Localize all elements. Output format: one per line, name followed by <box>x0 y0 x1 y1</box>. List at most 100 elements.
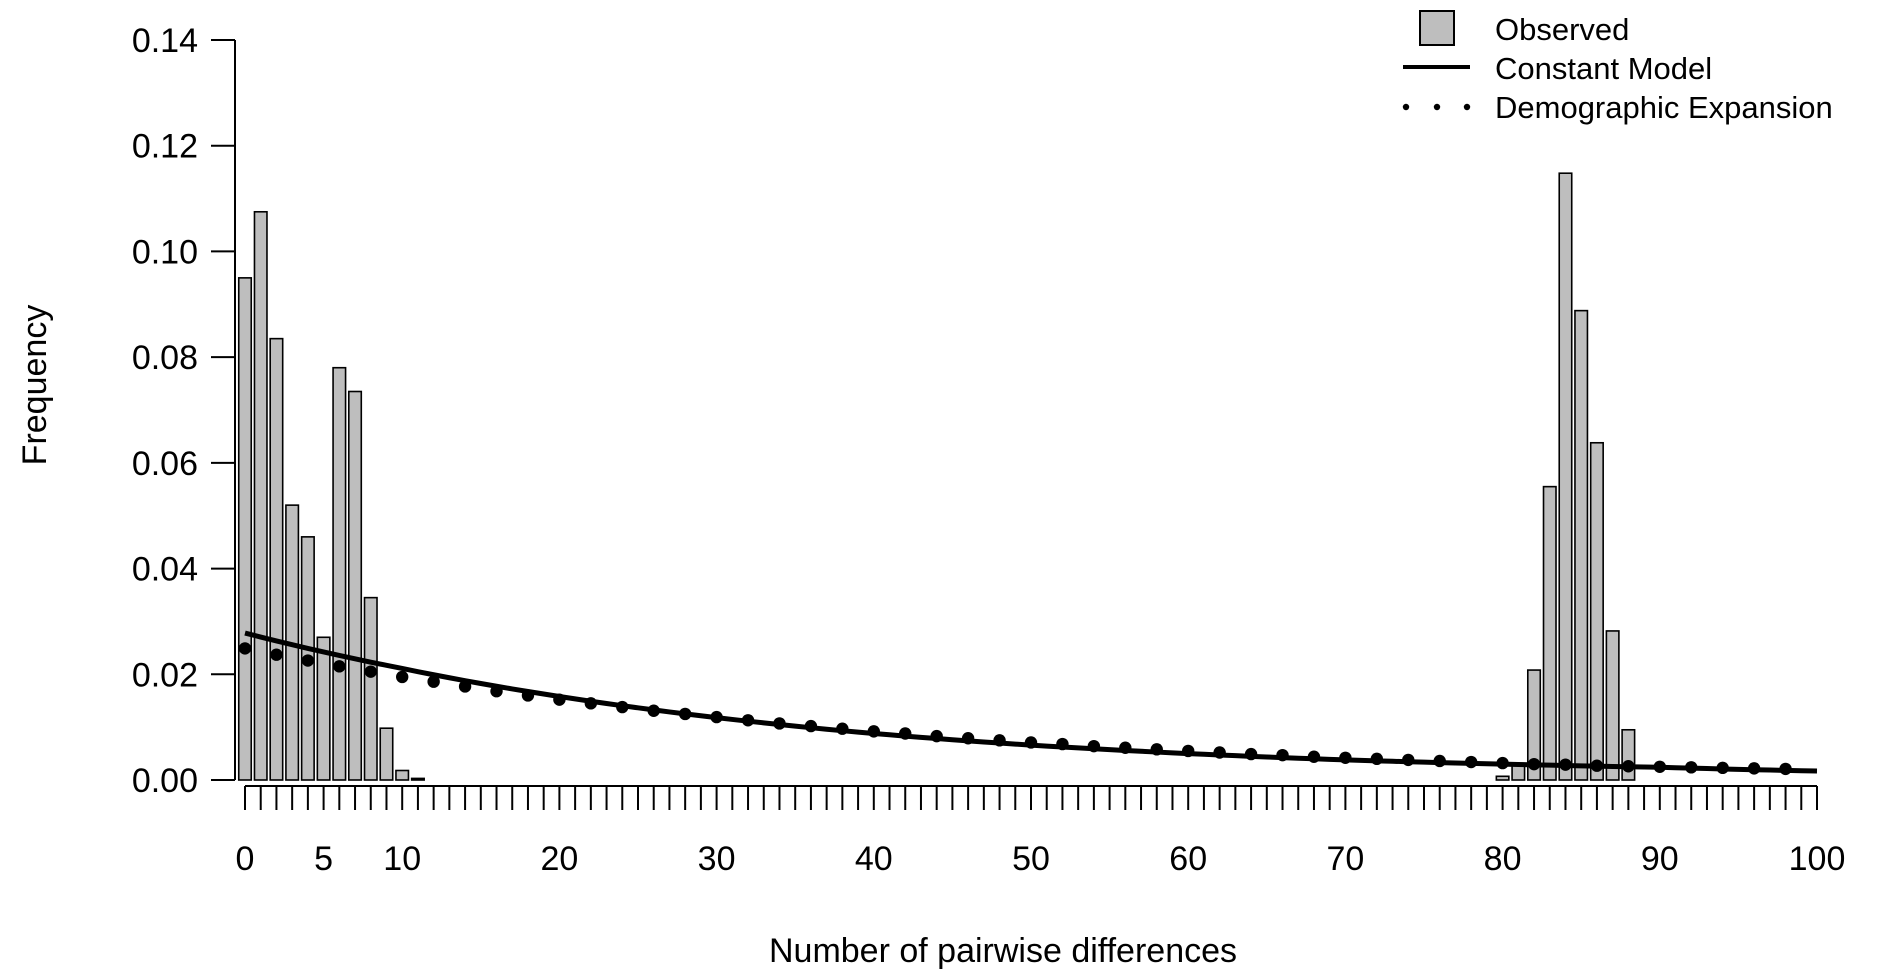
demographic-expansion-point <box>1433 754 1446 768</box>
legend-constant-label: Constant Model <box>1495 51 1712 86</box>
observed-bar <box>332 366 347 781</box>
demographic-expansion-point <box>1464 755 1478 769</box>
demographic-expansion-point <box>553 693 566 706</box>
demographic-expansion-point <box>1339 751 1352 764</box>
y-tick-label: 0.10 <box>132 233 198 271</box>
observed-bar <box>1605 630 1620 781</box>
demographic-expansion-point <box>1150 743 1163 756</box>
x-tick-label: 20 <box>540 840 578 878</box>
demographic-expansion-point <box>1716 761 1729 775</box>
x-tick-label: 60 <box>1169 840 1207 878</box>
demographic-expansion-point <box>1402 753 1415 767</box>
demographic-expansion-point <box>301 654 315 667</box>
demographic-expansion-point <box>1119 741 1132 754</box>
demographic-expansion-point <box>867 725 880 738</box>
demographic-expansion-point <box>1024 736 1038 749</box>
demographic-expansion-point <box>647 704 660 717</box>
demographic-expansion-point <box>961 732 975 745</box>
demographic-expansion-point <box>678 707 692 721</box>
demographic-expansion-point <box>1685 761 1698 774</box>
demographic-expansion-point <box>804 719 818 733</box>
observed-bar <box>1526 669 1542 781</box>
legend: Observed Constant Model Demographic Expa… <box>1402 10 1833 125</box>
x-axis-label: Number of pairwise differences <box>769 932 1237 970</box>
demographic-expansion-point <box>710 710 723 724</box>
demographic-expansion-point <box>1747 762 1761 775</box>
demographic-expansion-point <box>616 700 629 714</box>
demographic-expansion-point <box>427 675 440 688</box>
demographic-expansion-point <box>1087 739 1101 753</box>
observed-bar <box>379 727 394 781</box>
demographic-expansion-point <box>490 685 503 698</box>
x-tick-label: 100 <box>1789 840 1846 878</box>
demographic-expansion-points <box>238 642 1792 776</box>
demographic-expansion-point <box>1496 756 1509 770</box>
demographic-expansion-point <box>1779 762 1792 776</box>
demographic-expansion-point <box>1622 760 1635 773</box>
demographic-expansion-point <box>993 734 1006 747</box>
x-tick-label: 90 <box>1641 840 1679 878</box>
demographic-expansion-point <box>1653 760 1667 773</box>
demographic-expansion-point <box>1213 746 1226 759</box>
demographic-expansion-point <box>1590 759 1604 772</box>
y-tick-label: 0.02 <box>132 656 198 694</box>
y-tick-label: 0.04 <box>132 551 198 589</box>
y-tick-label: 0.08 <box>132 339 198 377</box>
x-tick-label: 40 <box>855 840 893 878</box>
demographic-expansion-point <box>458 680 472 693</box>
observed-bar <box>1589 441 1604 781</box>
y-tick-label: 0.06 <box>132 445 198 483</box>
x-tick-label: 80 <box>1484 840 1522 878</box>
demographic-expansion-point <box>930 729 943 743</box>
demographic-expansion-point <box>1307 750 1321 763</box>
x-axis: 0 5 10 20 30 40 50 60 70 80 90 100 <box>236 785 1846 878</box>
demographic-expansion-point <box>364 665 377 678</box>
demographic-expansion-point <box>773 717 786 730</box>
observed-bar <box>237 277 253 781</box>
y-tick-label: 0.14 <box>132 22 198 60</box>
demographic-expansion-point <box>584 697 598 710</box>
x-tick-label: 70 <box>1326 840 1364 878</box>
y-tick-label: 0.12 <box>132 128 198 166</box>
observed-bar <box>363 596 378 781</box>
y-axis-label: Frequency <box>16 305 54 466</box>
demographic-expansion-point <box>333 660 346 673</box>
observed-bar <box>410 777 425 781</box>
observed-bar <box>1558 172 1573 781</box>
observed-bar <box>347 390 363 781</box>
demographic-expansion-point <box>1527 757 1541 771</box>
legend-expansion-label: Demographic Expansion <box>1495 90 1833 125</box>
demographic-expansion-point <box>396 670 409 684</box>
demographic-expansion-point <box>521 689 535 702</box>
observed-bar <box>269 337 284 781</box>
x-tick-label: 50 <box>1012 840 1050 878</box>
demographic-expansion-point <box>836 722 849 735</box>
observed-bar <box>1542 485 1557 781</box>
legend-expansion-dot <box>1463 103 1471 111</box>
x-tick-label: 30 <box>698 840 736 878</box>
observed-bar <box>1621 728 1636 781</box>
x-tick-label: 10 <box>383 840 421 878</box>
demographic-expansion-point <box>1559 758 1572 771</box>
demographic-expansion-point <box>238 642 252 655</box>
demographic-expansion-point <box>1370 752 1384 766</box>
demographic-expansion-point <box>741 714 755 727</box>
demographic-expansion-point <box>1056 737 1069 751</box>
legend-expansion-dot <box>1433 103 1441 111</box>
x-tick-label: 5 <box>314 840 333 878</box>
observed-bar <box>1495 775 1510 781</box>
legend-observed-swatch <box>1419 10 1455 46</box>
y-tick-label: 0.00 <box>132 762 198 800</box>
observed-bar <box>395 769 410 781</box>
demographic-expansion-point <box>1244 747 1258 761</box>
observed-bars <box>237 172 1636 781</box>
observed-bar <box>316 636 331 781</box>
demographic-expansion-point <box>270 648 283 661</box>
observed-bar <box>1574 309 1589 781</box>
y-axis: 0.00 0.02 0.04 0.06 0.08 0.10 0.12 0.14 <box>132 22 236 800</box>
legend-expansion-dot <box>1402 103 1410 111</box>
demographic-expansion-point <box>1182 744 1195 758</box>
legend-observed-label: Observed <box>1495 12 1629 47</box>
demographic-expansion-point <box>899 727 912 740</box>
